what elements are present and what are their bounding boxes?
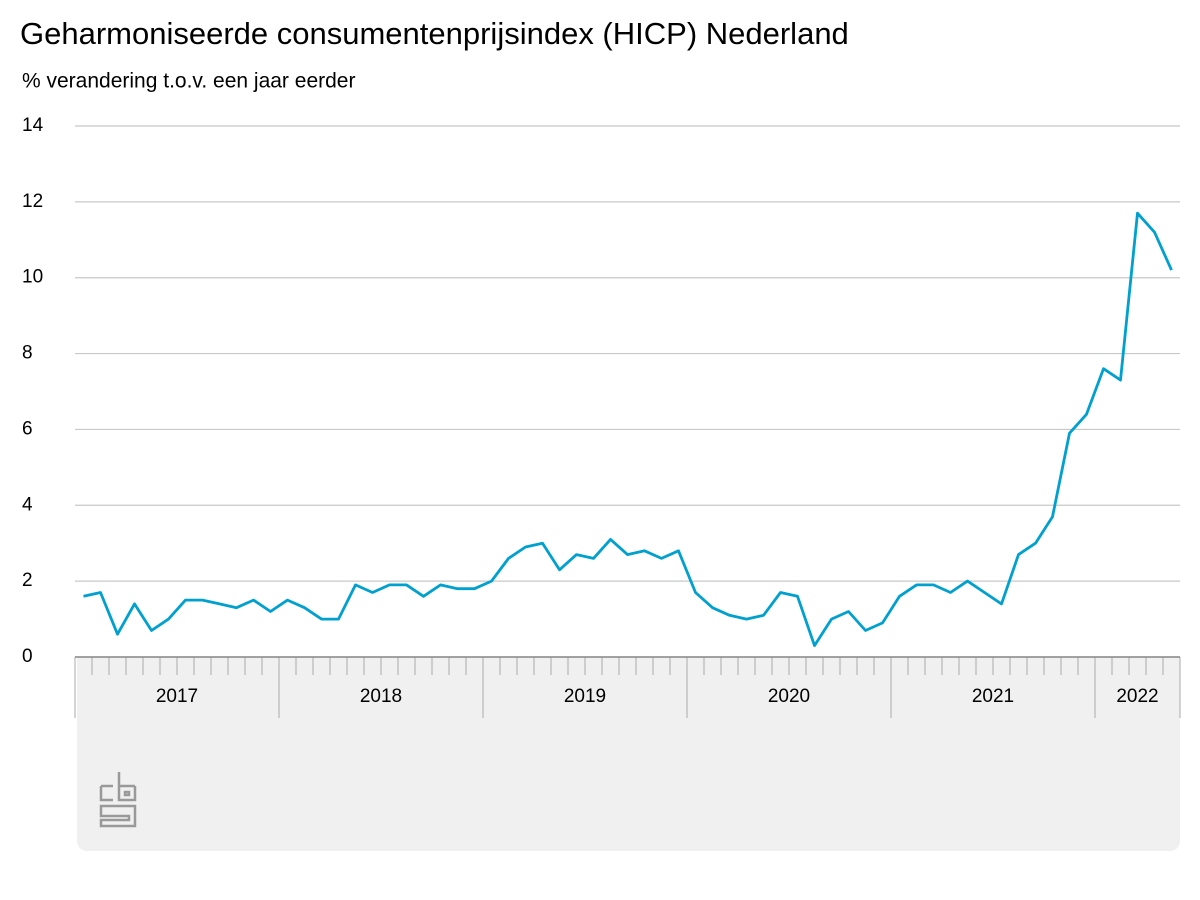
y-tick-label: 4 (22, 494, 33, 515)
x-axis-panel-top (77, 657, 1180, 687)
x-axis-panel (77, 657, 1180, 851)
y-tick-label: 0 (22, 646, 33, 667)
y-tick-label: 8 (22, 343, 33, 364)
x-tick-label: 2019 (564, 686, 606, 707)
y-tick-label: 10 (22, 267, 43, 288)
y-tick-label: 14 (22, 115, 44, 136)
line-series (83, 211, 1173, 647)
x-tick-label: 2022 (1116, 686, 1158, 707)
chart-subtitle: % verandering t.o.v. een jaar eerder (22, 70, 355, 93)
x-tick-label: 2017 (156, 686, 198, 707)
x-tick-label: 2018 (360, 686, 402, 707)
y-tick-label: 6 (22, 418, 33, 439)
x-tick-label: 2021 (972, 686, 1014, 707)
y-tick-label: 12 (22, 191, 43, 212)
x-tick-label: 2020 (768, 686, 810, 707)
chart-title: Geharmoniseerde consumentenprijsindex (H… (20, 16, 849, 51)
y-tick-label: 2 (22, 570, 33, 591)
logo (99, 772, 137, 828)
